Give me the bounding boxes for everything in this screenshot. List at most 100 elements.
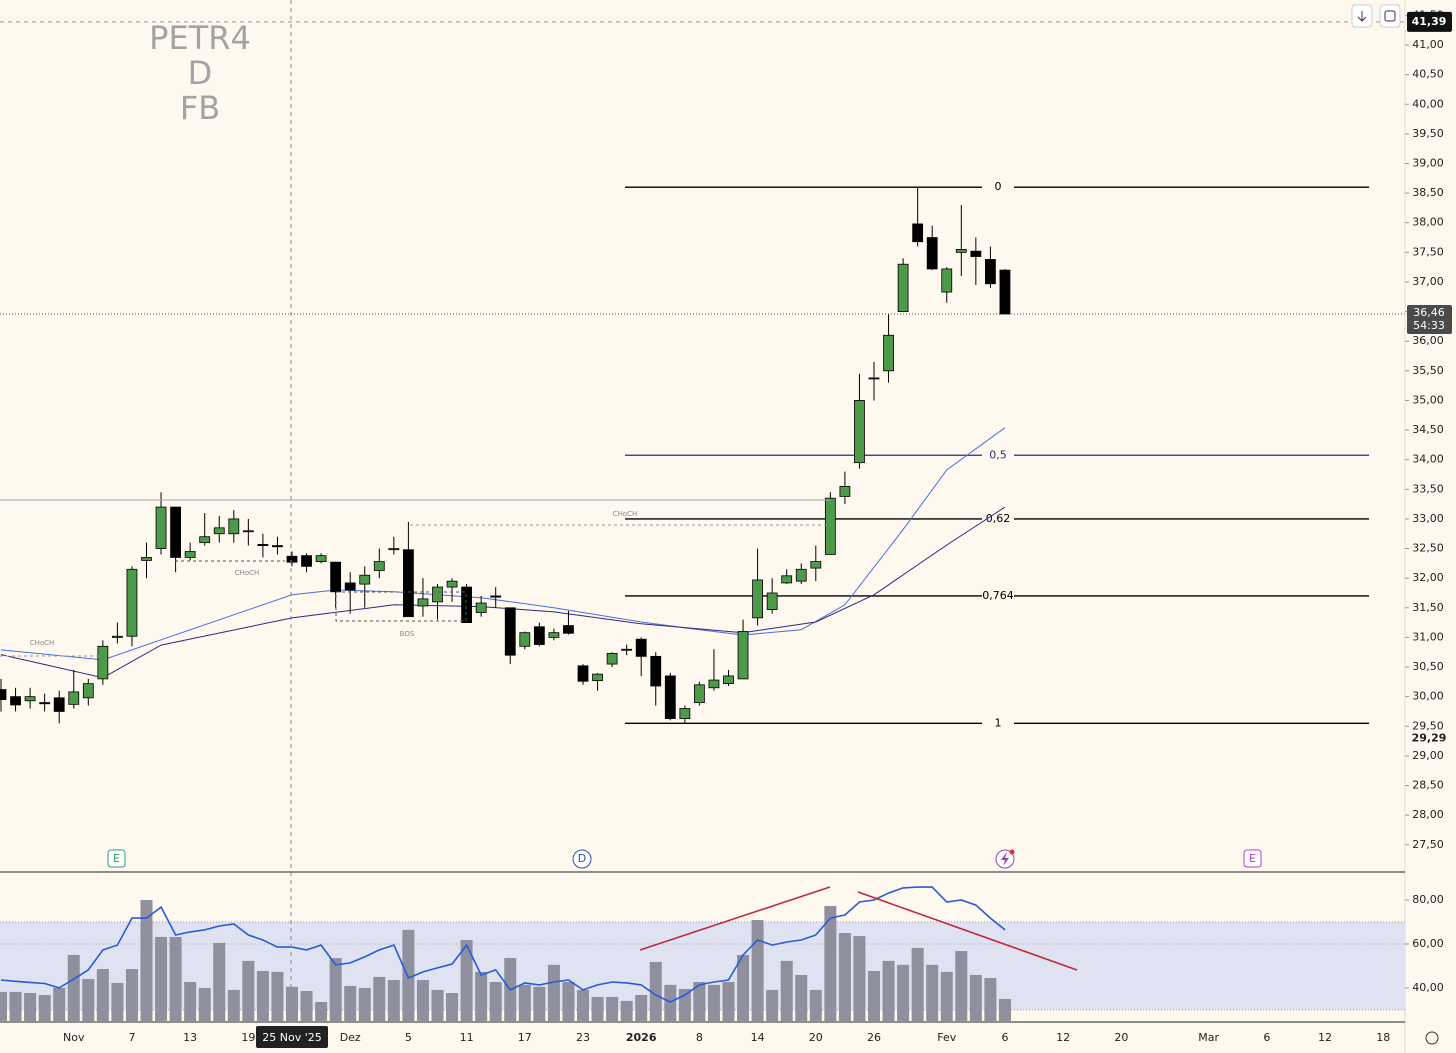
candle-body	[606, 653, 618, 665]
volume-bar	[518, 984, 531, 1022]
volume-bar	[693, 982, 706, 1022]
event-label: E	[113, 852, 120, 865]
candle-body	[417, 598, 429, 607]
candle-body	[155, 506, 167, 549]
y-tick-label: 31,00	[1412, 630, 1444, 643]
annotation: CHoCH	[30, 639, 55, 647]
candle-body	[766, 592, 778, 610]
volume-bar	[213, 942, 226, 1022]
volume-bar	[111, 982, 124, 1022]
candle-body	[228, 518, 240, 535]
volume-bar	[489, 982, 502, 1022]
x-tick-label: 5	[405, 1031, 412, 1044]
reset-icon	[1384, 10, 1396, 22]
event-label: E	[1249, 852, 1256, 865]
last-price-label: 36,46	[1413, 306, 1445, 319]
y-tick-label: 29,50	[1412, 719, 1444, 732]
volume-bar	[387, 980, 400, 1022]
volume-bar	[271, 971, 284, 1022]
watermark: D	[188, 54, 213, 92]
oscillator-line	[0, 886, 1006, 1003]
low-marker-label: 29,29	[1412, 732, 1447, 745]
x-tick-label: Mar	[1198, 1031, 1219, 1044]
x-tick-label: 11	[460, 1031, 474, 1044]
volume-bar	[300, 991, 313, 1022]
candle-body	[912, 223, 924, 243]
volume-bar	[0, 991, 7, 1022]
y-tick-label: 34,50	[1412, 423, 1444, 436]
candle-body	[39, 702, 51, 705]
volume-bar	[96, 969, 109, 1022]
event-icon[interactable]	[572, 849, 592, 869]
watermark: FB	[180, 89, 220, 127]
candle-body	[533, 626, 545, 645]
volume-bar	[286, 986, 298, 1022]
volume-bar	[649, 962, 662, 1022]
volume-bar	[460, 940, 473, 1022]
y-tick-label: 27,50	[1412, 838, 1444, 851]
volume-bar	[140, 900, 153, 1022]
candle-body	[315, 555, 327, 562]
candle-body	[53, 697, 65, 712]
y-tick-label: 37,50	[1412, 245, 1444, 258]
moving-average	[0, 506, 1006, 679]
annotation: CHoCH	[235, 569, 260, 577]
settings-button[interactable]	[1425, 1031, 1439, 1045]
volume-bar	[620, 1000, 633, 1022]
y-tick-label: 60,00	[1412, 937, 1444, 950]
candle-body	[723, 675, 734, 685]
candle-body	[82, 683, 94, 699]
x-tick-label: 13	[183, 1031, 197, 1044]
volume-bar	[402, 929, 415, 1022]
x-tick-label: 18	[1376, 1031, 1390, 1044]
reset-button[interactable]	[1379, 4, 1401, 28]
y-tick-label: 29,00	[1412, 749, 1444, 762]
candle-body	[941, 268, 953, 293]
event-icon[interactable]	[107, 849, 126, 868]
volume-bar	[911, 947, 924, 1022]
lightning-icon	[1001, 852, 1009, 866]
volume-bar	[53, 987, 66, 1022]
x-tick-label: Dez	[340, 1031, 361, 1044]
volume-bar	[926, 964, 939, 1022]
x-tick-label: Nov	[63, 1031, 85, 1044]
volume-bar	[577, 989, 589, 1022]
volume-bar	[256, 971, 269, 1022]
fib-label-bg	[982, 511, 1014, 526]
candle-body	[664, 675, 676, 719]
volume-bar	[125, 969, 138, 1022]
x-tick-label: 12	[1318, 1031, 1332, 1044]
candle-body	[330, 561, 342, 593]
y-tick-label: 33,00	[1412, 512, 1444, 525]
structure-box	[335, 591, 467, 622]
candle-body	[461, 586, 473, 624]
x-tick-label: 20	[1114, 1031, 1128, 1044]
candle-body	[301, 555, 312, 567]
candle-body	[432, 586, 443, 603]
candle-body	[679, 708, 691, 719]
volume-bar	[751, 920, 764, 1022]
candle-body	[650, 655, 662, 687]
y-tick-label: 33,50	[1412, 482, 1444, 495]
candle-body	[955, 248, 967, 253]
volume-bar	[780, 960, 793, 1022]
candle-body	[112, 635, 123, 638]
candle-body	[563, 625, 574, 634]
volume-bar	[868, 971, 880, 1022]
volume-bar	[969, 974, 982, 1022]
event-icon[interactable]	[1243, 849, 1262, 868]
divergence-line	[857, 891, 1078, 971]
volume-bar	[998, 998, 1011, 1022]
high-marker-box	[1407, 11, 1452, 32]
volume-bar	[562, 982, 575, 1022]
x-tick-label: Fev	[937, 1031, 956, 1044]
y-tick-label: 40,00	[1412, 97, 1444, 110]
y-tick-label: 35,50	[1412, 364, 1444, 377]
arrow-icon	[1357, 11, 1367, 22]
candle-body	[490, 595, 502, 598]
crosshair-label: 25 Nov '25	[262, 1031, 321, 1044]
candle-body	[621, 648, 633, 651]
y-tick-label: 34,00	[1412, 453, 1444, 466]
candle-body	[708, 679, 720, 689]
volume-bar	[358, 987, 371, 1022]
